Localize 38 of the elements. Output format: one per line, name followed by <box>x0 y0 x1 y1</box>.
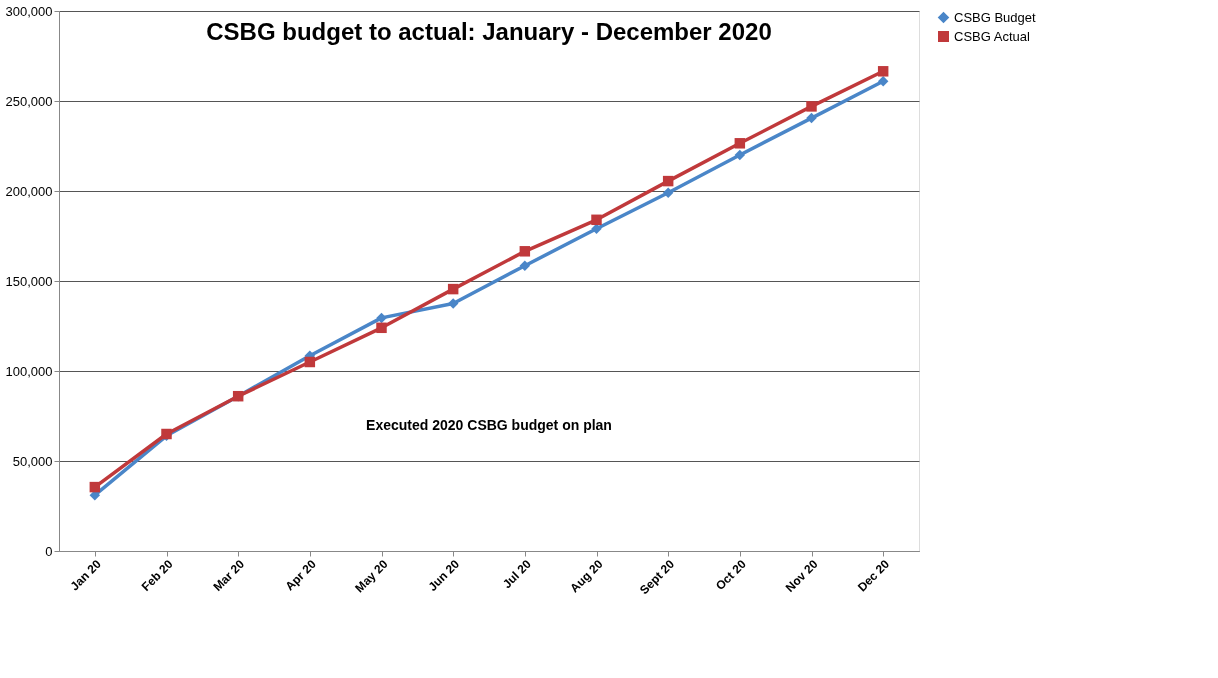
point <box>376 312 387 324</box>
x-tick-label: Feb 20 <box>138 556 176 594</box>
x-tick-label: Oct 20 <box>712 556 750 593</box>
point <box>519 246 531 257</box>
x-tick-label: Aug 20 <box>567 556 606 596</box>
point <box>806 112 817 124</box>
y-tick-label: 250,000 <box>5 93 53 109</box>
point <box>662 175 674 187</box>
x-tick-label: Mar 20 <box>210 556 248 594</box>
legend-label: CSBG Actual <box>954 28 1030 44</box>
x-tick-label: Jun 20 <box>425 556 463 594</box>
point <box>662 187 674 199</box>
y-tick-label: 300,000 <box>5 3 53 19</box>
point <box>806 101 817 112</box>
y-tick-label: 150,000 <box>5 273 53 289</box>
y-tick-label: 100,000 <box>5 363 53 379</box>
point <box>89 481 101 493</box>
point <box>877 66 889 77</box>
point <box>877 75 889 87</box>
legend-label: CSBG Budget <box>954 9 1037 25</box>
chart-title: CSBG budget to actual: January - December 2020 <box>206 18 772 45</box>
x-tick-label: Nov 20 <box>782 556 821 595</box>
y-tick-label: 0 <box>45 543 53 559</box>
x-tick-label: Jul 20 <box>499 556 535 592</box>
annotation: Executed 2020 CSBG budget on plan <box>366 417 612 433</box>
y-tick-label: 200,000 <box>5 183 53 199</box>
x-tick-label: Jan 20 <box>67 556 105 594</box>
y-tick-label: 50,000 <box>12 453 53 469</box>
point <box>591 214 602 226</box>
x-tick-label: Apr 20 <box>282 556 320 594</box>
point <box>519 260 531 271</box>
point <box>376 322 387 334</box>
point <box>304 356 316 368</box>
point <box>447 298 459 309</box>
point <box>734 138 746 149</box>
point <box>447 283 459 295</box>
point <box>734 149 746 161</box>
x-tick-label: Dec 20 <box>854 556 893 595</box>
